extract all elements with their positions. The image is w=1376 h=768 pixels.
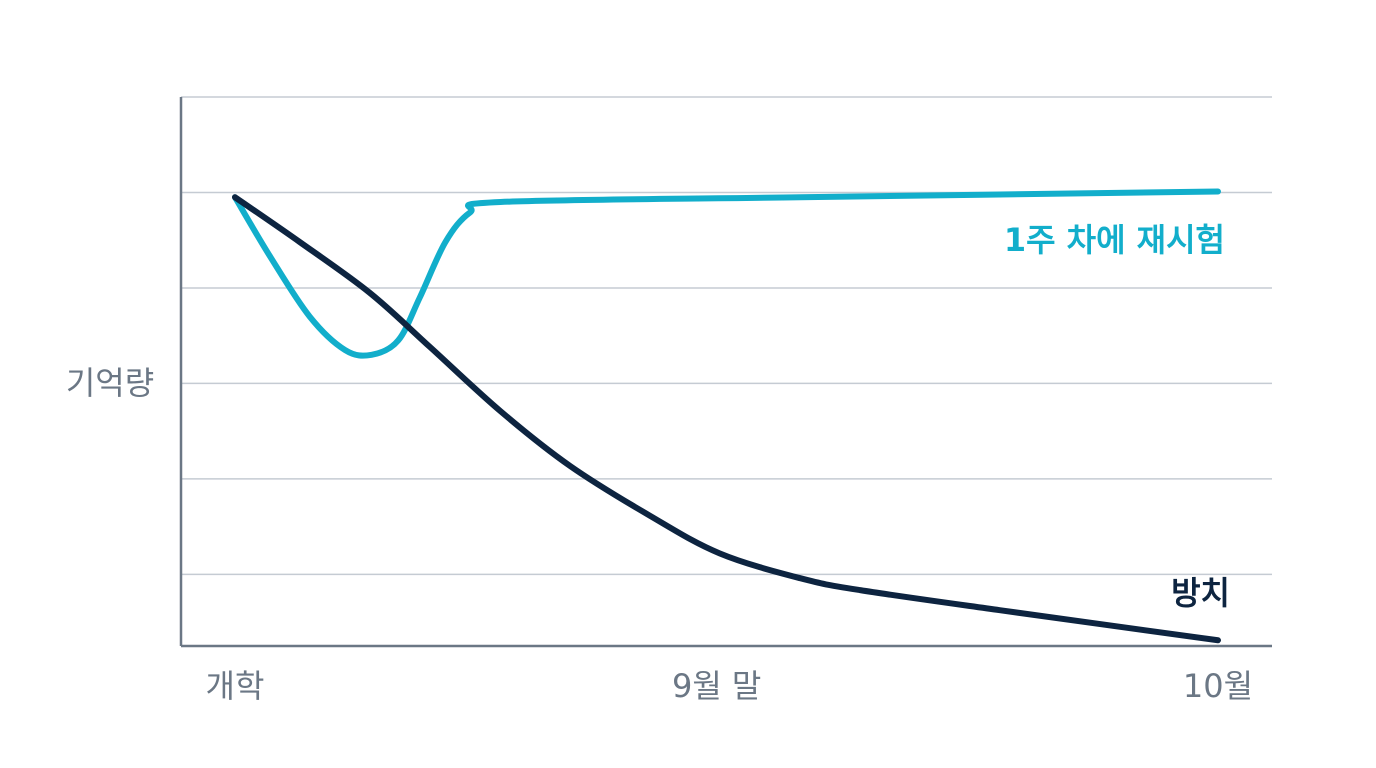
line <box>232 188 1221 359</box>
x-tick-label: 9월 말 <box>672 667 761 705</box>
series-label: 1주 차에 재시험 <box>1004 221 1225 259</box>
series-label: 방치 <box>1171 574 1230 612</box>
x-tick-label: 개학 <box>206 667 265 705</box>
line <box>232 194 1221 644</box>
x-tick-label: 10월 <box>1183 667 1253 705</box>
y-axis-label: 기억량 <box>66 364 154 402</box>
